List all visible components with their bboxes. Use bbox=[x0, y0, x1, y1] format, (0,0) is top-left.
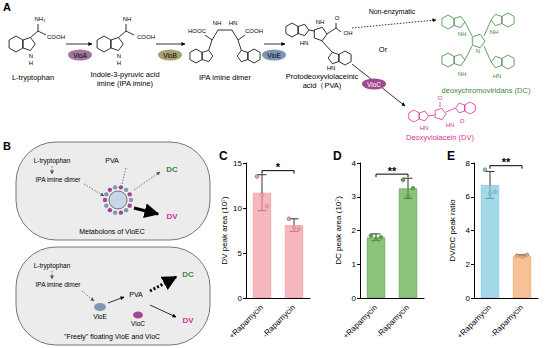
svg-text:4: 4 bbox=[466, 226, 471, 235]
svg-text:A: A bbox=[3, 1, 11, 13]
svg-text:4: 4 bbox=[352, 159, 357, 168]
svg-text:1: 1 bbox=[352, 260, 357, 269]
svg-text:IPA imine dimer: IPA imine dimer bbox=[35, 281, 81, 288]
svg-text:Indole-3-pyruvic acid: Indole-3-pyruvic acid bbox=[90, 70, 159, 79]
svg-text:IPA imine dimer: IPA imine dimer bbox=[35, 176, 81, 183]
svg-text:COOH: COOH bbox=[245, 28, 263, 34]
svg-text:0: 0 bbox=[466, 294, 471, 303]
svg-text:15: 15 bbox=[233, 159, 242, 168]
svg-text:Non-enzymatic: Non-enzymatic bbox=[369, 8, 416, 16]
svg-text:Or: Or bbox=[379, 45, 388, 54]
svg-text:Metabolons of VioEC: Metabolons of VioEC bbox=[79, 228, 145, 235]
svg-text:NH: NH bbox=[213, 20, 222, 26]
svg-text:DV: DV bbox=[182, 316, 194, 325]
svg-text:-Rapamycin: -Rapamycin bbox=[489, 303, 525, 339]
svg-text:N: N bbox=[476, 48, 480, 54]
svg-text:DV peak area (10⁷): DV peak area (10⁷) bbox=[220, 196, 229, 265]
svg-text:DV: DV bbox=[166, 212, 178, 221]
svg-text:+Rapamycin: +Rapamycin bbox=[341, 303, 379, 341]
svg-text:VioE: VioE bbox=[93, 313, 107, 320]
svg-text:VioA: VioA bbox=[73, 52, 87, 59]
svg-text:DV/DC peak ratio: DV/DC peak ratio bbox=[448, 199, 457, 262]
svg-text:VioE: VioE bbox=[267, 52, 281, 59]
svg-text:-Rapamycin: -Rapamycin bbox=[261, 303, 297, 339]
svg-text:HN: HN bbox=[327, 65, 336, 71]
svg-text:PVA: PVA bbox=[105, 157, 119, 164]
svg-text:DC: DC bbox=[166, 165, 178, 174]
svg-text:C: C bbox=[219, 149, 228, 163]
svg-text:COOH: COOH bbox=[47, 34, 65, 40]
svg-text:HN: HN bbox=[420, 125, 429, 131]
svg-text:O: O bbox=[460, 118, 465, 124]
svg-text:**: ** bbox=[388, 165, 397, 177]
svg-text:Protodeoxyviolaceinic: Protodeoxyviolaceinic bbox=[286, 72, 359, 81]
svg-text:PVA: PVA bbox=[129, 291, 143, 298]
svg-text:NH: NH bbox=[490, 29, 499, 35]
svg-text:VioC: VioC bbox=[131, 320, 145, 327]
svg-text:VioB: VioB bbox=[163, 52, 177, 59]
svg-text:NH: NH bbox=[458, 31, 467, 37]
svg-text:B: B bbox=[3, 140, 11, 152]
svg-text:IPA imine dimer: IPA imine dimer bbox=[199, 73, 251, 82]
svg-text:HN: HN bbox=[300, 40, 309, 46]
svg-text:D: D bbox=[333, 149, 342, 163]
svg-text:L-tryptophan: L-tryptophan bbox=[12, 73, 54, 82]
svg-text:+Rapamycin: +Rapamycin bbox=[455, 303, 493, 341]
svg-text:HN: HN bbox=[493, 73, 502, 79]
svg-text:HOOC: HOOC bbox=[188, 28, 207, 34]
svg-text:8: 8 bbox=[466, 159, 471, 168]
svg-text:COOH: COOH bbox=[137, 34, 155, 40]
svg-text:0: 0 bbox=[238, 294, 243, 303]
svg-text:**: ** bbox=[502, 156, 511, 168]
svg-text:HN: HN bbox=[229, 20, 238, 26]
svg-text:2: 2 bbox=[466, 260, 471, 269]
svg-text:OH: OH bbox=[344, 30, 353, 36]
svg-text:2: 2 bbox=[352, 226, 357, 235]
svg-text:H: H bbox=[117, 60, 121, 66]
svg-text:DC peak area (10⁷): DC peak area (10⁷) bbox=[334, 196, 343, 265]
svg-text:10: 10 bbox=[233, 204, 242, 213]
svg-text:Deoxyviolacein (DV): Deoxyviolacein (DV) bbox=[406, 133, 474, 142]
svg-text:E: E bbox=[447, 149, 455, 163]
svg-text:L-tryptophan: L-tryptophan bbox=[34, 262, 71, 270]
svg-text:deoxychromoviridans (DC): deoxychromoviridans (DC) bbox=[442, 86, 531, 95]
svg-text:3: 3 bbox=[352, 192, 357, 201]
svg-text:imine (IPA imine): imine (IPA imine) bbox=[97, 79, 154, 88]
svg-text:0: 0 bbox=[352, 294, 357, 303]
svg-text:VioC: VioC bbox=[367, 81, 381, 88]
svg-text:L-tryptophan: L-tryptophan bbox=[34, 157, 71, 165]
svg-text:+Rapamycin: +Rapamycin bbox=[227, 303, 265, 341]
svg-text:"Freely" floating VioE and Vio: "Freely" floating VioE and VioC bbox=[64, 333, 160, 341]
svg-text:5: 5 bbox=[238, 249, 243, 258]
svg-text:HN: HN bbox=[446, 122, 455, 128]
svg-text:acid（PVA): acid（PVA) bbox=[303, 81, 342, 90]
svg-text:-Rapamycin: -Rapamycin bbox=[375, 303, 411, 339]
svg-text:N: N bbox=[29, 53, 33, 59]
svg-text:H: H bbox=[29, 60, 33, 66]
svg-text:O: O bbox=[335, 15, 340, 21]
svg-text:O: O bbox=[438, 95, 443, 101]
svg-text:*: * bbox=[276, 161, 281, 173]
svg-text:NH₂: NH₂ bbox=[35, 16, 47, 22]
svg-text:NH: NH bbox=[458, 71, 467, 77]
svg-text:DC: DC bbox=[182, 270, 194, 279]
svg-text:N: N bbox=[117, 53, 121, 59]
svg-text:NH: NH bbox=[123, 16, 132, 22]
svg-text:6: 6 bbox=[466, 192, 471, 201]
svg-text:NH: NH bbox=[316, 19, 325, 25]
